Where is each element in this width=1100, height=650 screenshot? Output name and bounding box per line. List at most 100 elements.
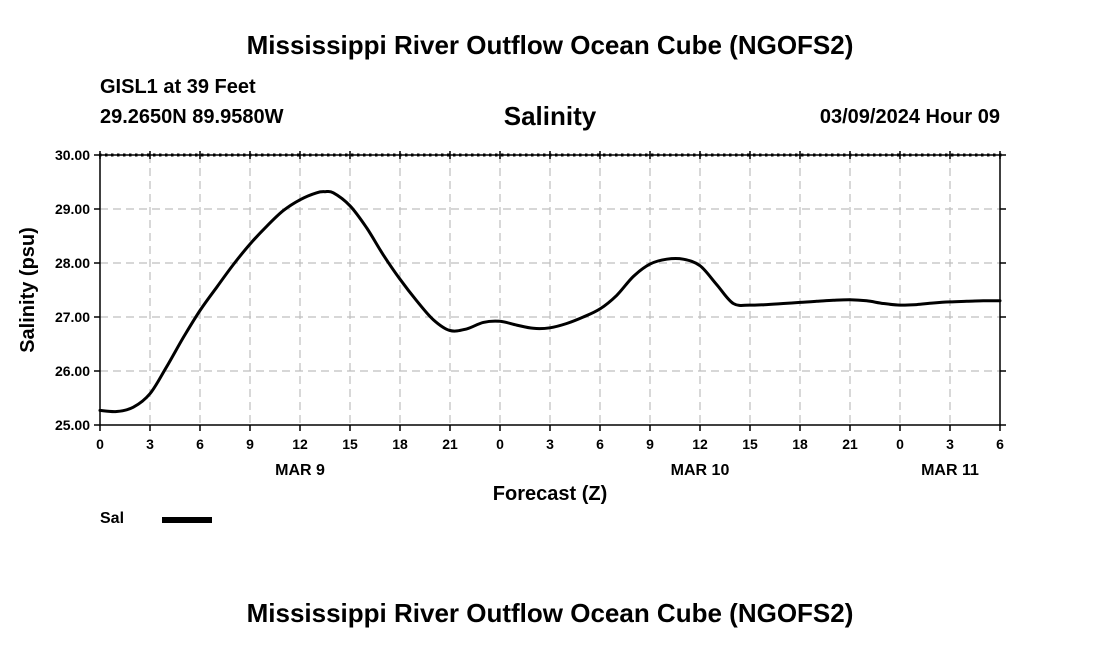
x-tick-label: 3 [546, 436, 554, 452]
border-dot [435, 153, 438, 157]
border-dot [681, 153, 684, 157]
border-dot [219, 153, 222, 157]
x-axis-label: Forecast (Z) [493, 483, 607, 505]
border-dot [675, 153, 678, 157]
border-dot [339, 153, 342, 157]
border-dot [759, 153, 762, 157]
day-label: MAR 10 [671, 462, 730, 479]
border-dot [531, 153, 534, 157]
x-tick-label: 9 [646, 436, 654, 452]
border-dot [537, 153, 540, 157]
border-dot [291, 153, 294, 157]
border-dot [207, 153, 210, 157]
border-dot [963, 153, 966, 157]
x-tick-label: 15 [742, 436, 758, 452]
border-dot [417, 153, 420, 157]
border-dot [633, 153, 636, 157]
y-tick-label: 25.00 [55, 417, 90, 433]
x-tick-label: 0 [496, 436, 504, 452]
border-dot [237, 153, 240, 157]
border-dot [141, 153, 144, 157]
border-dot [831, 153, 834, 157]
border-dot [597, 153, 600, 157]
border-dot [609, 153, 612, 157]
border-dot [351, 153, 354, 157]
border-dot [753, 153, 756, 157]
border-dot [423, 153, 426, 157]
border-dot [621, 153, 624, 157]
x-tick-label: 0 [896, 436, 904, 452]
y-tick-label: 30.00 [55, 147, 90, 163]
border-dot [945, 153, 948, 157]
border-dot [459, 153, 462, 157]
border-dot [585, 153, 588, 157]
border-dot [255, 153, 258, 157]
border-dot [807, 153, 810, 157]
border-dot [525, 153, 528, 157]
border-dot [297, 153, 300, 157]
top-border-dots [99, 153, 1002, 157]
border-dot [129, 153, 132, 157]
border-dot [447, 153, 450, 157]
border-dot [375, 153, 378, 157]
border-dot [147, 153, 150, 157]
forecast-datetime: 03/09/2024 Hour 09 [819, 106, 1000, 128]
border-dot [555, 153, 558, 157]
border-dot [135, 153, 138, 157]
x-tick-label: 15 [342, 436, 358, 452]
border-dot [393, 153, 396, 157]
border-dot [885, 153, 888, 157]
border-dot [117, 153, 120, 157]
border-dot [543, 153, 546, 157]
border-dot [183, 153, 186, 157]
border-dot [363, 153, 366, 157]
y-axis-label: Salinity (psu) [17, 227, 39, 353]
border-dot [927, 153, 930, 157]
border-dot [951, 153, 954, 157]
series-line-sal [98, 189, 1002, 414]
border-dot [717, 153, 720, 157]
x-tick-label: 12 [292, 436, 308, 452]
border-dot [747, 153, 750, 157]
border-dot [891, 153, 894, 157]
border-dot [357, 153, 360, 157]
border-dot [105, 153, 108, 157]
border-dot [267, 153, 270, 157]
border-dot [225, 153, 228, 157]
border-dot [663, 153, 666, 157]
border-dot [873, 153, 876, 157]
border-dot [861, 153, 864, 157]
border-dot [735, 153, 738, 157]
border-dot [771, 153, 774, 157]
chart-title: Salinity [503, 101, 597, 131]
border-dot [903, 153, 906, 157]
border-dot [969, 153, 972, 157]
border-dot [231, 153, 234, 157]
border-dot [303, 153, 306, 157]
border-dot [261, 153, 264, 157]
border-dot [513, 153, 516, 157]
legend-label: Sal [100, 510, 125, 527]
day-label: MAR 11 [921, 462, 979, 479]
x-tick-label: 6 [996, 436, 1004, 452]
border-dot [981, 153, 984, 157]
x-tick-label: 3 [146, 436, 154, 452]
border-dot [321, 153, 324, 157]
border-dot [867, 153, 870, 157]
border-dot [387, 153, 390, 157]
border-dot [213, 153, 216, 157]
border-dot [429, 153, 432, 157]
border-dot [567, 153, 570, 157]
border-dot [483, 153, 486, 157]
border-dot [987, 153, 990, 157]
border-dot [573, 153, 576, 157]
border-dot [441, 153, 444, 157]
x-tick-label: 18 [392, 436, 408, 452]
border-dot [333, 153, 336, 157]
border-dot [507, 153, 510, 157]
border-dot [201, 153, 204, 157]
border-dot [909, 153, 912, 157]
border-dot [159, 153, 162, 157]
border-dot [765, 153, 768, 157]
salinity-chart: 25.00 26.00 27.00 28.00 29.00 30.00 0 3 6 9 12 15 18… [17, 147, 1006, 505]
